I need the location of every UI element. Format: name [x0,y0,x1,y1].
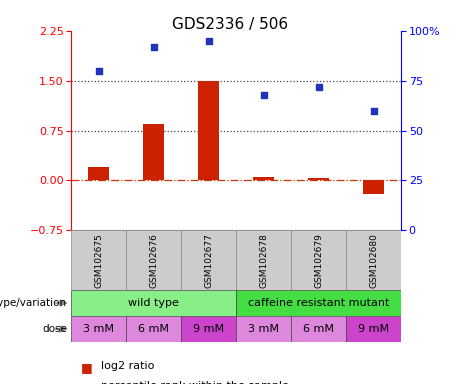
Bar [346,316,401,342]
Bar [198,81,219,180]
Text: GSM102677: GSM102677 [204,233,213,288]
Bar [71,316,126,342]
Text: percentile rank within the sample: percentile rank within the sample [101,381,290,384]
Bar [181,230,236,290]
Text: genotype/variation: genotype/variation [0,298,67,308]
Point [260,91,267,98]
Point [95,68,103,74]
Text: GSM102676: GSM102676 [149,233,159,288]
Bar [308,178,329,180]
Bar [236,316,291,342]
Text: ■: ■ [81,361,92,374]
Point [315,84,322,90]
Text: 9 mM: 9 mM [193,324,225,334]
Bar [236,230,291,290]
Text: dose: dose [42,324,67,334]
Text: GSM102675: GSM102675 [95,233,103,288]
Text: GDS2336 / 506: GDS2336 / 506 [172,17,289,32]
Bar [346,230,401,290]
Bar [291,316,346,342]
Text: 6 mM: 6 mM [303,324,334,334]
Text: ■: ■ [81,381,92,384]
Bar [71,230,126,290]
Text: GSM102680: GSM102680 [369,233,378,288]
Text: 3 mM: 3 mM [248,324,279,334]
Text: 3 mM: 3 mM [83,324,114,334]
Bar [126,230,181,290]
Text: log2 ratio: log2 ratio [101,361,155,371]
Bar [291,230,346,290]
Text: GSM102679: GSM102679 [314,233,323,288]
Bar [126,316,181,342]
Bar [236,290,401,316]
Bar [253,177,274,180]
Text: caffeine resistant mutant: caffeine resistant mutant [248,298,390,308]
Bar [143,124,164,180]
Bar [363,180,384,194]
Text: GSM102678: GSM102678 [259,233,268,288]
Point [370,108,377,114]
Point [150,44,158,50]
Text: wild type: wild type [129,298,179,308]
Bar [71,290,236,316]
Point [205,38,213,44]
Bar [89,167,109,180]
Text: 6 mM: 6 mM [138,324,169,334]
Bar [181,316,236,342]
Text: 9 mM: 9 mM [358,324,389,334]
